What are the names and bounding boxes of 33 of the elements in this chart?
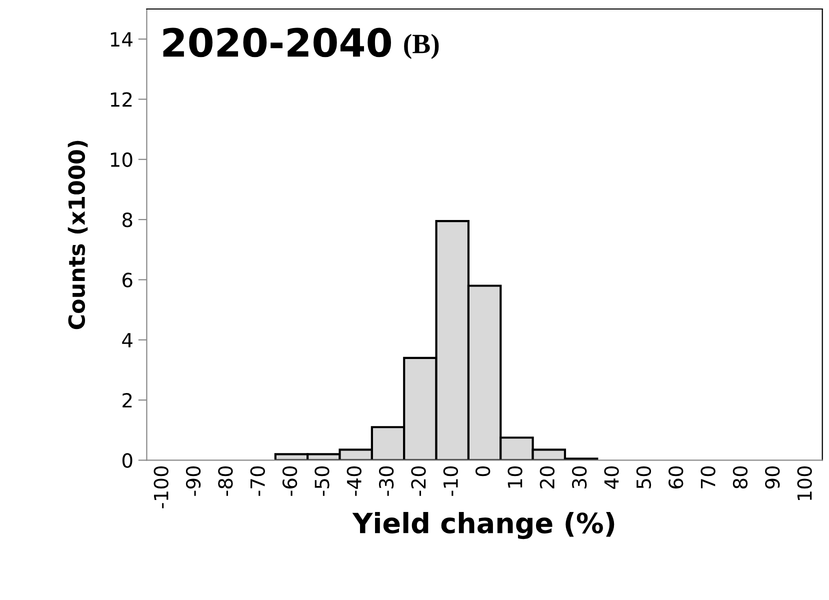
y-tick-label: 2 [122, 392, 132, 408]
x-tick-label: 30 [572, 466, 587, 488]
x-tick-label: -70 [250, 466, 265, 496]
x-tick-label: 70 [700, 466, 716, 488]
x-tick-label: -80 [218, 466, 233, 496]
y-tick-label: 8 [122, 212, 132, 228]
x-tick-label: -60 [282, 466, 298, 496]
x-tick-label: 80 [732, 466, 748, 488]
y-tick-label: 14 [110, 32, 132, 46]
x-tick-label: -40 [346, 466, 362, 496]
x-tick-label: -10 [443, 466, 458, 496]
x-tick-label: 50 [636, 466, 652, 488]
y-tick-label: 4 [122, 333, 132, 348]
x-tick-label: 0 [475, 466, 490, 476]
x-tick-label: 60 [668, 466, 684, 488]
y-tick-label: 0 [122, 453, 132, 468]
x-tick-label: 100 [797, 466, 812, 500]
x-tick-label: -90 [186, 466, 201, 496]
x-tick-label: -20 [411, 466, 426, 496]
x-tick-label: 10 [508, 466, 522, 488]
x-tick-label: 20 [540, 466, 555, 488]
x-tick-label: 40 [604, 466, 619, 489]
y-tick-label: 12 [110, 92, 132, 107]
x-tick-label: -100 [154, 466, 168, 508]
y-tick-label: 6 [122, 272, 132, 288]
x-tick-label: 90 [765, 466, 780, 489]
x-tick-label: -50 [314, 466, 330, 496]
x-axis-title: Yield change (%) [352, 512, 614, 540]
x-tick-label: -30 [378, 466, 394, 496]
y-tick-label: 10 [110, 152, 132, 168]
chart-title: 2020-2040 [163, 28, 391, 58]
text: (B) [404, 34, 439, 60]
y-axis-title: Counts (x1000) [68, 140, 88, 330]
